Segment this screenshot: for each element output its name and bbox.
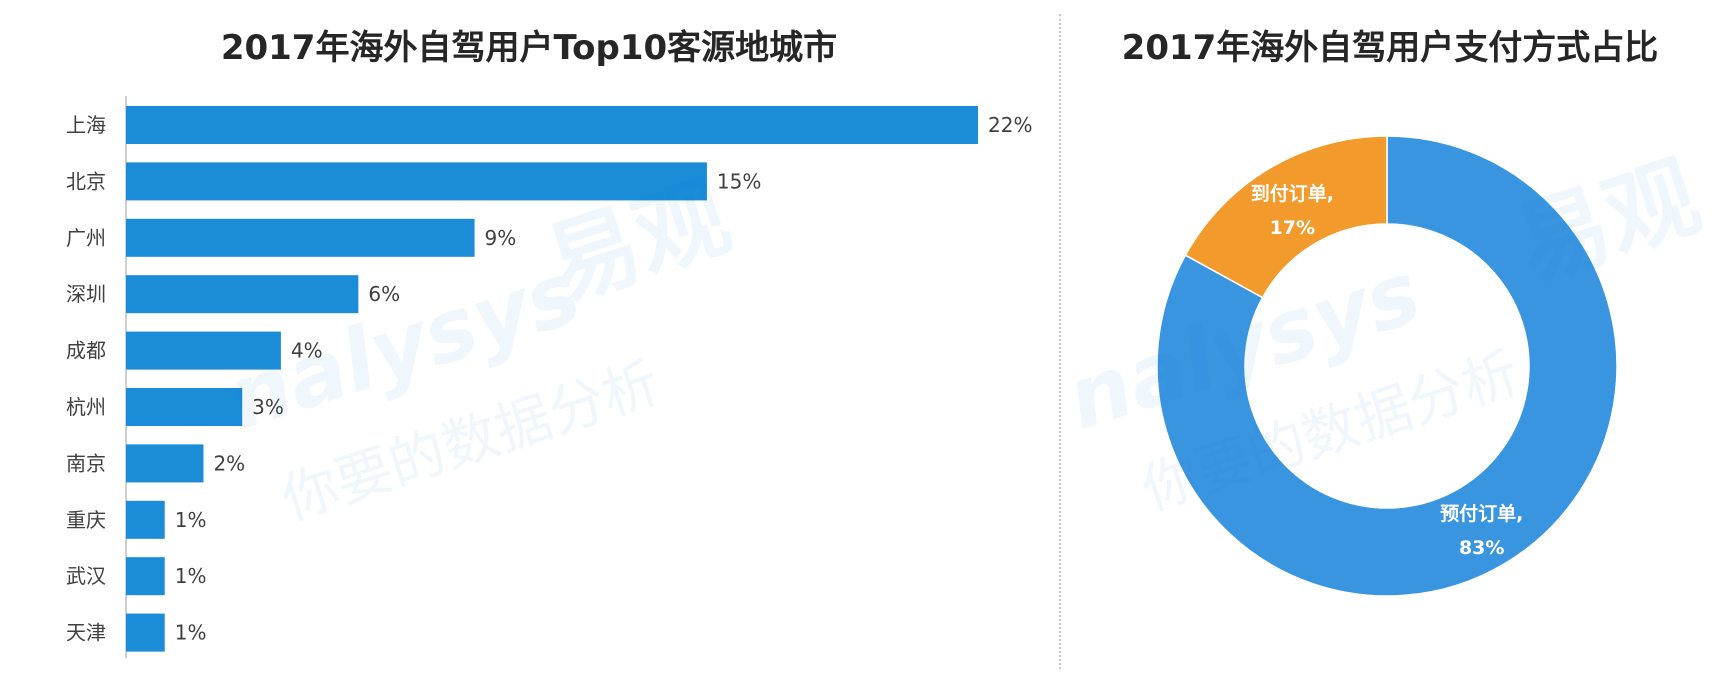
slice-value-label: 17% — [1270, 217, 1315, 239]
category-label: 上海 — [66, 113, 106, 137]
bar — [126, 162, 707, 201]
bar — [126, 500, 165, 539]
category-label: 深圳 — [66, 282, 106, 306]
category-label: 成都 — [66, 339, 106, 363]
donut-slice — [1156, 135, 1618, 597]
donut-chart: 预付订单, 83% 到付订单, 17% — [1156, 135, 1618, 597]
bar — [126, 106, 978, 144]
slice-label: 预付订单, — [1440, 502, 1523, 525]
value-label: 1% — [175, 564, 207, 588]
category-label: 杭州 — [66, 395, 106, 419]
value-label: 22% — [988, 113, 1032, 137]
donut-chart-panel: 2017年海外自驾用户支付方式占比 预付订单, 83% 到付订单, 17% — [1062, 0, 1718, 686]
value-label: 1% — [175, 621, 207, 645]
category-label: 南京 — [66, 451, 106, 475]
value-label: 6% — [368, 282, 400, 306]
bar-chart-panel: 2017年海外自驾用户Top10客源地城市 上海 22% 北京 15% 广州 9% 深圳 6%… — [66, 28, 1032, 658]
bar-chart-title: 2017年海外自驾用户Top10客源地城市 — [220, 28, 838, 68]
slice-value-label: 83% — [1459, 537, 1504, 559]
category-label: 广州 — [66, 226, 106, 250]
value-label: 3% — [252, 395, 284, 419]
value-label: 9% — [485, 226, 517, 250]
donut-chart-title: 2017年海外自驾用户支付方式占比 — [1121, 28, 1659, 68]
bar — [126, 444, 204, 483]
bar — [126, 218, 475, 257]
donut-slice — [1184, 135, 1388, 299]
bar — [126, 613, 165, 652]
bar — [126, 331, 281, 370]
bar-chart: 上海 22% 北京 15% 广州 9% 深圳 6% 成都 4% 杭州 3% 南京 2% 重庆 1% 武汉 1% 天津… — [66, 96, 1032, 658]
value-label: 4% — [291, 339, 323, 363]
category-label: 北京 — [66, 169, 106, 193]
slice-label: 到付订单, — [1251, 182, 1334, 205]
category-label: 天津 — [66, 621, 106, 645]
bar — [126, 557, 165, 596]
bar — [126, 275, 359, 314]
bar — [126, 388, 243, 426]
value-label: 15% — [717, 169, 761, 193]
value-label: 2% — [213, 451, 245, 475]
panel-divider — [1059, 14, 1061, 669]
category-label: 武汉 — [66, 564, 106, 588]
value-label: 1% — [175, 508, 207, 532]
category-label: 重庆 — [66, 508, 106, 532]
